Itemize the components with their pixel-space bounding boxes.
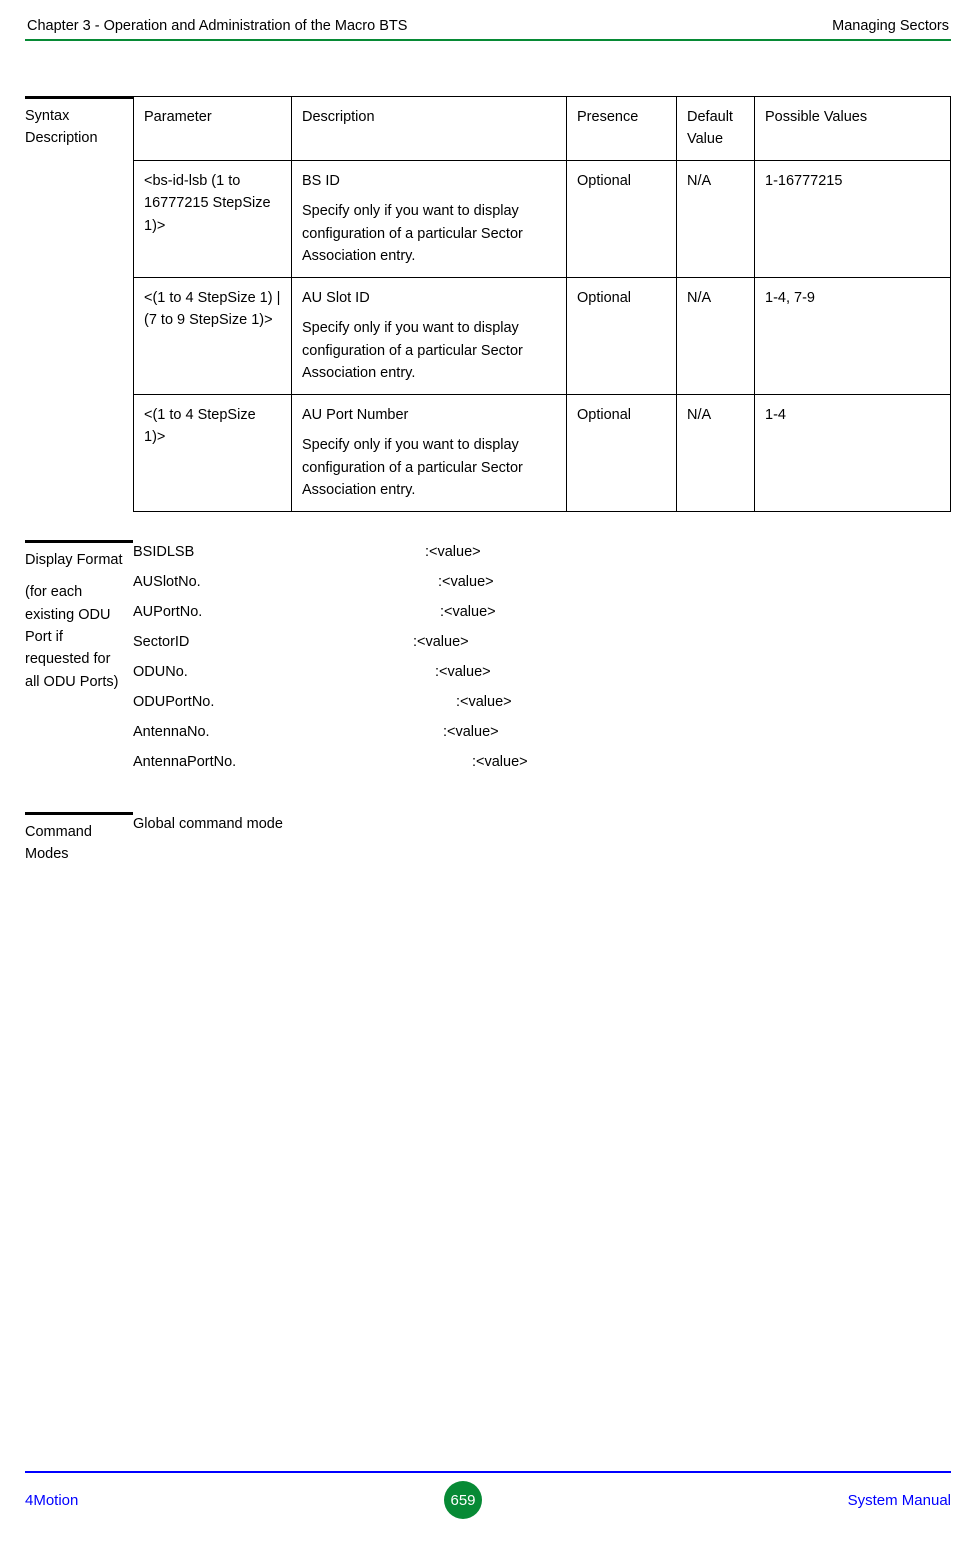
cell-default: N/A [677, 160, 755, 277]
cell-default: N/A [677, 394, 755, 511]
desc-title: AU Port Number [302, 404, 556, 426]
cell-desc: BS ID Specify only if you want to displa… [292, 160, 567, 277]
cell-param: <(1 to 4 StepSize 1) | (7 to 9 StepSize … [134, 277, 292, 394]
display-row: AntennaPortNo.:<value> [133, 754, 951, 770]
syntax-label: Syntax Description [25, 105, 127, 150]
header-right: Managing Sectors [832, 18, 949, 34]
display-field-value: :<value> [456, 694, 512, 710]
param-table: Parameter Description Presence Default V… [133, 96, 951, 512]
footer-row: 4Motion 659 System Manual [25, 1481, 951, 1519]
cell-possible: 1-4 [755, 394, 951, 511]
cmd-body: Global command mode [133, 812, 951, 832]
table-row: <(1 to 4 StepSize 1)> AU Port Number Spe… [134, 394, 951, 511]
th-default: Default Value [677, 97, 755, 161]
sidebar-rule [25, 96, 133, 99]
cmd-label: Command Modes [25, 821, 127, 866]
display-label-1: Display Format [25, 549, 127, 571]
cell-presence: Optional [567, 394, 677, 511]
desc-body: Specify only if you want to display conf… [302, 434, 556, 501]
table-header-row: Parameter Description Presence Default V… [134, 97, 951, 161]
cell-param: <bs-id-lsb (1 to 16777215 StepSize 1)> [134, 160, 292, 277]
cell-presence: Optional [567, 277, 677, 394]
th-possible: Possible Values [755, 97, 951, 161]
cmd-label-col: Command Modes [25, 812, 133, 866]
display-field-value: :<value> [443, 724, 499, 740]
th-description: Description [292, 97, 567, 161]
display-row: BSIDLSB:<value> [133, 544, 951, 560]
cell-possible: 1-16777215 [755, 160, 951, 277]
footer-right: System Manual [848, 1492, 951, 1509]
syntax-section: Syntax Description Parameter Description… [25, 96, 951, 512]
footer-rule [25, 1471, 951, 1473]
desc-body: Specify only if you want to display conf… [302, 200, 556, 267]
display-field-value: :<value> [425, 544, 481, 560]
cell-default: N/A [677, 277, 755, 394]
header-left: Chapter 3 - Operation and Administration… [27, 18, 407, 34]
display-label-col: Display Format (for each existing ODU Po… [25, 540, 133, 694]
table-row: <bs-id-lsb (1 to 16777215 StepSize 1)> B… [134, 160, 951, 277]
cell-param: <(1 to 4 StepSize 1)> [134, 394, 292, 511]
display-field-value: :<value> [435, 664, 491, 680]
display-label-2: (for each existing ODU Port if requested… [25, 581, 127, 693]
cell-presence: Optional [567, 160, 677, 277]
sidebar-rule [25, 540, 133, 543]
cell-possible: 1-4, 7-9 [755, 277, 951, 394]
display-field-label: ODUNo. [133, 664, 435, 680]
cell-desc: AU Port Number Specify only if you want … [292, 394, 567, 511]
page-header: Chapter 3 - Operation and Administration… [25, 18, 951, 39]
display-field-label: ODUPortNo. [133, 694, 456, 710]
display-row: AUPortNo.:<value> [133, 604, 951, 620]
cell-desc: AU Slot ID Specify only if you want to d… [292, 277, 567, 394]
display-field-value: :<value> [413, 634, 469, 650]
footer-left: 4Motion [25, 1492, 78, 1509]
display-row: AntennaNo.:<value> [133, 724, 951, 740]
display-field-label: AUSlotNo. [133, 574, 438, 590]
syntax-body: Parameter Description Presence Default V… [133, 96, 951, 512]
desc-title: BS ID [302, 170, 556, 192]
table-row: <(1 to 4 StepSize 1) | (7 to 9 StepSize … [134, 277, 951, 394]
command-modes-section: Command Modes Global command mode [25, 812, 951, 866]
header-rule [25, 39, 951, 41]
display-field-value: :<value> [438, 574, 494, 590]
display-field-label: AUPortNo. [133, 604, 440, 620]
th-parameter: Parameter [134, 97, 292, 161]
page-number-badge: 659 [444, 1481, 482, 1519]
syntax-label-col: Syntax Description [25, 96, 133, 150]
page-footer: 4Motion 659 System Manual [25, 1471, 951, 1519]
display-row: ODUNo.:<value> [133, 664, 951, 680]
display-field-value: :<value> [472, 754, 528, 770]
display-field-label: AntennaNo. [133, 724, 443, 740]
display-field-label: BSIDLSB [133, 544, 425, 560]
display-field-value: :<value> [440, 604, 496, 620]
desc-title: AU Slot ID [302, 287, 556, 309]
display-section: Display Format (for each existing ODU Po… [25, 540, 951, 784]
th-presence: Presence [567, 97, 677, 161]
display-row: SectorID:<value> [133, 634, 951, 650]
display-row: ODUPortNo.:<value> [133, 694, 951, 710]
cmd-text: Global command mode [133, 816, 283, 832]
display-field-label: AntennaPortNo. [133, 754, 472, 770]
display-field-label: SectorID [133, 634, 413, 650]
display-row: AUSlotNo.:<value> [133, 574, 951, 590]
desc-body: Specify only if you want to display conf… [302, 317, 556, 384]
sidebar-rule [25, 812, 133, 815]
display-body: BSIDLSB:<value>AUSlotNo.:<value>AUPortNo… [133, 540, 951, 784]
spacer [25, 571, 127, 581]
